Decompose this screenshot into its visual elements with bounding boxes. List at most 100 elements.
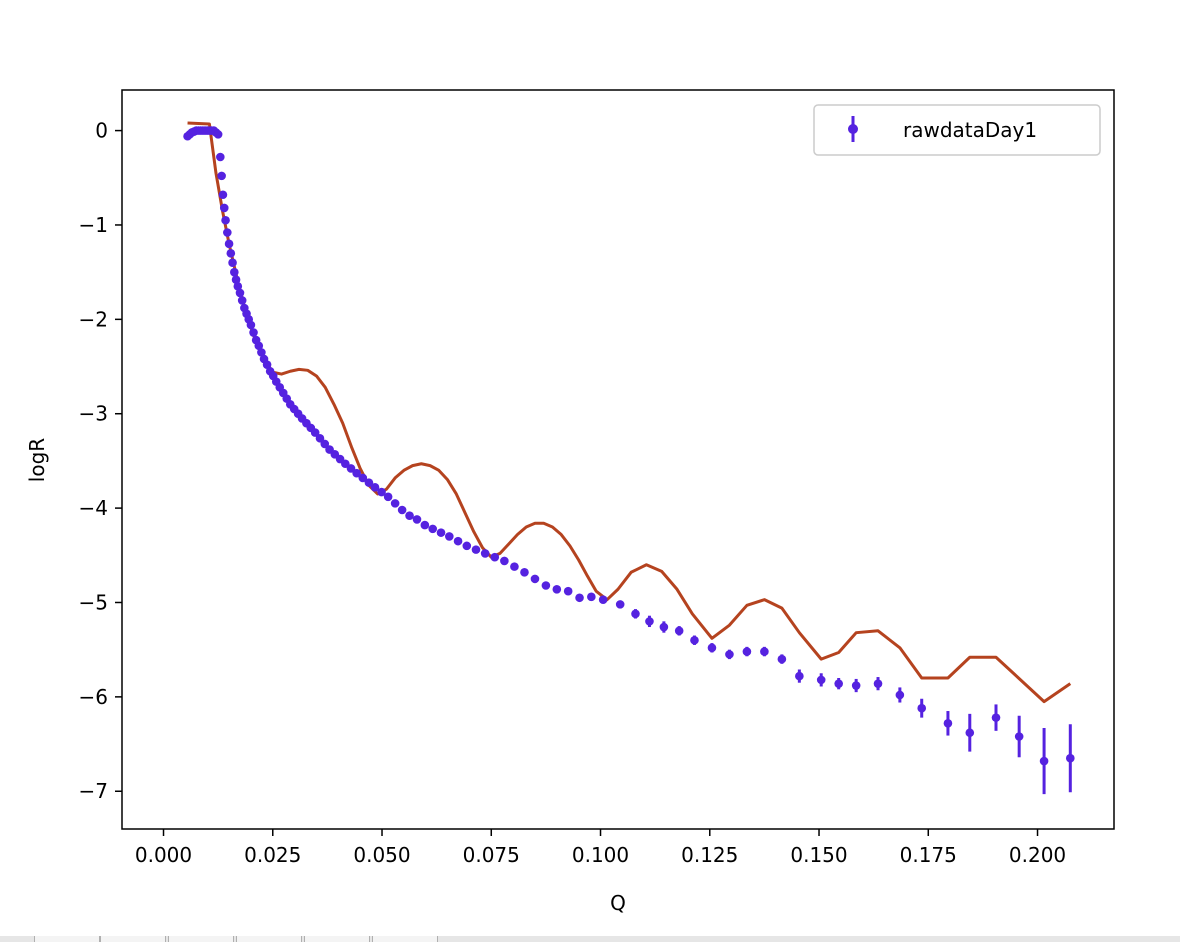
bottom-tab[interactable]	[34, 936, 100, 942]
data-point	[795, 671, 804, 681]
data-point	[991, 713, 1001, 722]
y-tick-label: −6	[79, 685, 108, 709]
data-point	[249, 328, 258, 337]
data-point	[364, 478, 374, 487]
y-tick-label: −5	[79, 590, 108, 614]
data-point	[223, 228, 232, 237]
data-point	[320, 439, 330, 449]
data-point	[816, 675, 826, 685]
data-point	[1039, 756, 1049, 766]
x-tick-label: 0.100	[572, 843, 629, 867]
y-tick-label: −2	[79, 307, 108, 331]
x-axis-ticks: 0.000 0.025 0.050 0.075 0.100 0.125 0.150 0.175…	[135, 829, 1066, 867]
data-point	[228, 258, 237, 268]
data-point	[315, 433, 325, 443]
y-tick-label: −4	[79, 496, 108, 520]
data-point	[246, 320, 256, 330]
data-point	[230, 267, 239, 277]
legend: rawdataDay1	[813, 104, 1101, 156]
data-point	[218, 190, 228, 200]
data-point	[219, 203, 229, 213]
data-point	[377, 487, 386, 497]
y-tick-label: −1	[79, 213, 108, 237]
data-point	[383, 492, 393, 502]
data-point	[310, 428, 320, 437]
data-point	[480, 549, 490, 558]
data-point	[615, 600, 625, 609]
data-point	[917, 703, 927, 713]
x-tick-label: 0.050	[353, 843, 410, 867]
window-bottom-strip	[0, 936, 1180, 942]
data-point	[352, 468, 361, 478]
data-point	[412, 515, 422, 524]
data-point	[224, 239, 234, 249]
data-point	[490, 552, 500, 562]
data-point	[725, 650, 734, 659]
fit-series-line	[187, 121, 1072, 704]
data-point	[257, 348, 266, 357]
bottom-tab[interactable]	[168, 936, 234, 942]
data-point	[760, 647, 769, 656]
data-point	[231, 275, 241, 285]
data-point	[436, 528, 446, 537]
data-point	[575, 593, 584, 603]
y-axis-ticks: 0 −1 −2 −3 −4 −5 −6 −7	[79, 119, 122, 803]
data-point	[226, 248, 236, 258]
x-tick-label: 0.125	[681, 843, 738, 867]
data-point	[707, 643, 717, 653]
data-point	[428, 524, 438, 534]
data-point	[530, 574, 540, 584]
data-point	[221, 215, 230, 225]
x-tick-label: 0.150	[790, 843, 847, 867]
data-point	[346, 464, 356, 473]
y-tick-label: −7	[79, 779, 108, 803]
data-point	[834, 679, 843, 688]
data-point	[453, 536, 463, 546]
data-point	[341, 459, 350, 469]
data-point	[631, 609, 640, 619]
plot-background	[122, 90, 1114, 829]
data-point	[541, 581, 551, 590]
legend-label-rawdataDay1: rawdataDay1	[903, 118, 1037, 142]
data-point	[659, 622, 669, 632]
fit-line-layer	[187, 121, 1072, 704]
data-point	[235, 288, 245, 298]
legend-box	[813, 104, 1101, 156]
data-point	[965, 728, 975, 738]
x-tick-label: 0.025	[244, 843, 301, 867]
data-point	[873, 679, 883, 688]
bottom-tab[interactable]	[304, 936, 370, 942]
data-point	[420, 520, 430, 530]
x-tick-label: 0.175	[900, 843, 957, 867]
data-point	[397, 505, 407, 515]
data-point	[895, 690, 905, 700]
bottom-tab[interactable]	[236, 936, 302, 942]
data-point	[216, 152, 225, 162]
data-point	[943, 718, 953, 728]
data-point	[563, 586, 573, 596]
data-point	[1065, 753, 1075, 763]
data-points-layer	[183, 126, 1075, 795]
data-point	[690, 635, 699, 645]
data-point	[233, 282, 243, 291]
data-point	[370, 483, 380, 492]
data-point	[471, 545, 481, 554]
y-axis-title: logR	[25, 438, 49, 482]
data-point	[500, 556, 509, 566]
data-point	[445, 532, 454, 541]
data-point	[462, 541, 472, 551]
bottom-tab[interactable]	[100, 936, 166, 942]
data-point	[777, 654, 787, 664]
data-point	[552, 584, 562, 594]
bottom-tab[interactable]	[372, 936, 438, 942]
data-point	[390, 499, 400, 508]
y-tick-label: 0	[95, 119, 108, 143]
data-point	[262, 360, 272, 369]
data-point	[742, 647, 752, 656]
data-point	[358, 473, 368, 483]
data-point	[1014, 732, 1024, 741]
data-point	[587, 592, 596, 602]
data-point	[645, 617, 654, 626]
data-point	[674, 626, 684, 636]
